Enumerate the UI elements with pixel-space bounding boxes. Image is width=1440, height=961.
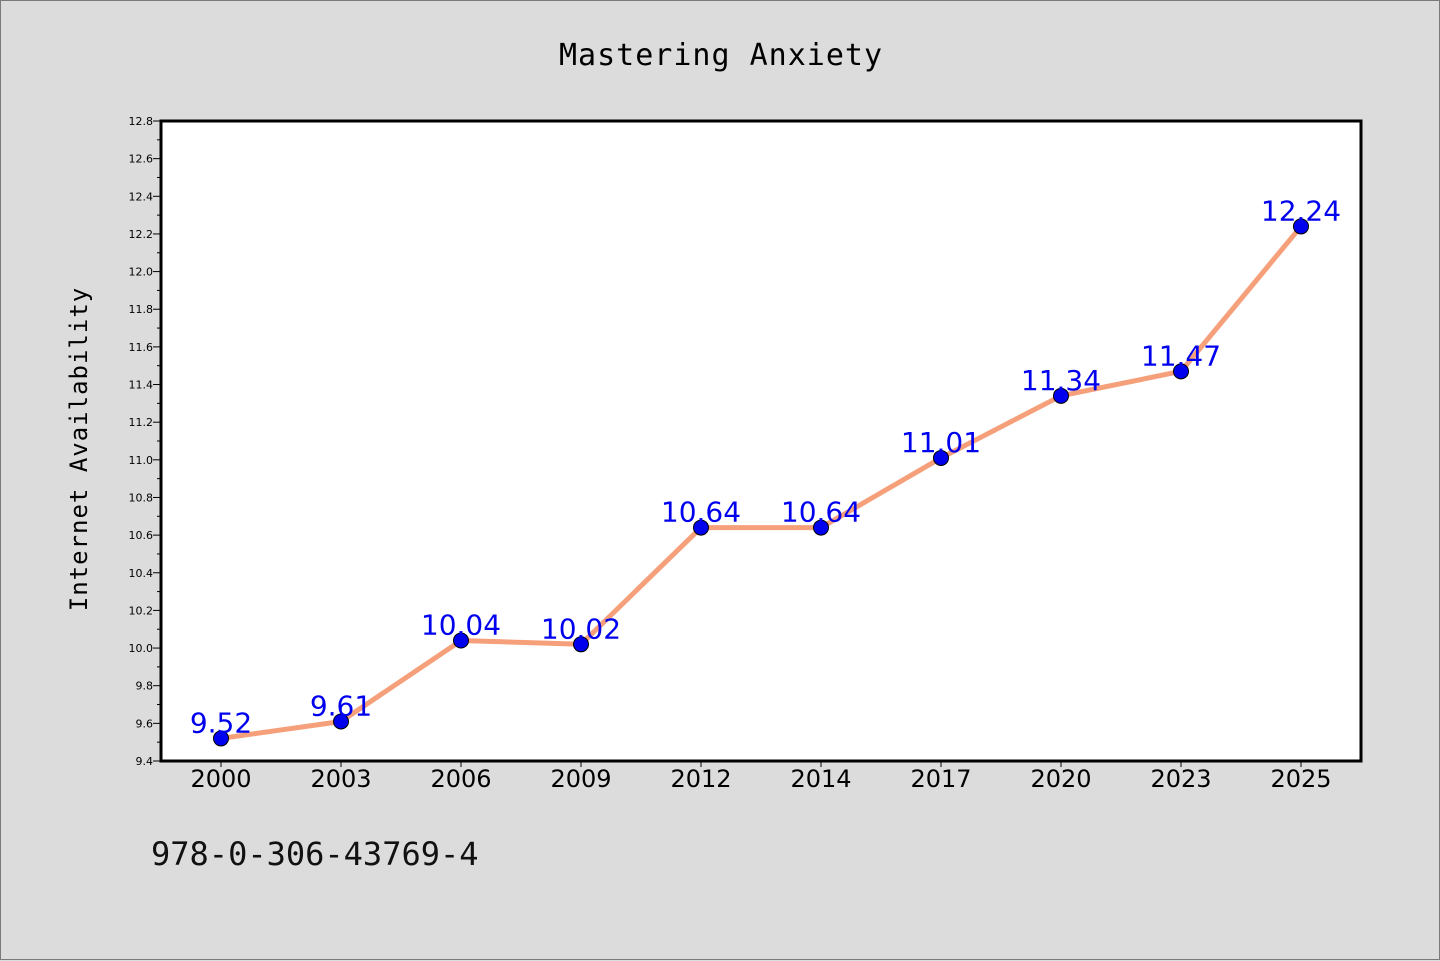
chart-title: Mastering Anxiety [559, 38, 883, 73]
y-tick-label: 11.8 [129, 303, 154, 316]
data-point [1293, 218, 1309, 235]
data-label: 11.34 [1021, 364, 1101, 397]
data-point [1173, 363, 1189, 380]
data-label: 11.47 [1141, 339, 1221, 372]
y-tick-label: 12.0 [129, 266, 154, 279]
plot-area [159, 119, 1363, 763]
y-tick-label: 11.4 [129, 379, 154, 392]
y-axis-label: Internet Availability [65, 287, 93, 611]
x-tick-label: 2017 [910, 765, 971, 793]
y-tick-label: 10.4 [129, 567, 154, 580]
data-label: 9.61 [310, 689, 372, 722]
x-tick-label: 2006 [430, 765, 491, 793]
series-line [218, 223, 1304, 741]
x-axis: 2000 2003 2006 2009 2012 2014 2017 2020 2023 2025 [190, 761, 1332, 793]
data-point [453, 632, 469, 649]
data-label: 11.01 [901, 426, 981, 459]
y-tick-label: 12.2 [129, 228, 154, 241]
series-group: 9.52 9.61 10.04 10.02 10.64 10.64 11.01 11.34 11… [190, 194, 1341, 747]
data-point [693, 519, 709, 536]
x-tick-label: 2000 [190, 765, 251, 793]
y-tick-label: 10.6 [129, 529, 154, 542]
x-tick-label: 2009 [550, 765, 611, 793]
y-tick-label: 10.2 [129, 604, 154, 617]
x-tick-label: 2020 [1030, 765, 1091, 793]
y-tick-label: 9.8 [136, 680, 154, 693]
y-tick-label: 12.8 [129, 115, 154, 128]
y-tick-label: 9.6 [136, 717, 154, 730]
x-tick-label: 2014 [790, 765, 851, 793]
data-point [1053, 387, 1069, 404]
y-tick-label: 11.2 [129, 416, 154, 429]
x-tick-label: 2012 [670, 765, 731, 793]
y-tick-label: 12.6 [129, 153, 154, 166]
data-label: 12.24 [1261, 194, 1341, 227]
y-tick-label: 12.4 [129, 190, 154, 203]
data-label: 9.52 [190, 706, 252, 739]
x-tick-label: 2025 [1270, 765, 1331, 793]
data-point [813, 519, 829, 536]
y-axis: 9.4 9.6 9.8 10.0 10.2 10.4 10.6 10.8 11.0 11.2 11.… [129, 115, 161, 768]
y-tick-label: 9.4 [136, 755, 154, 768]
y-tick-label: 11.0 [129, 454, 154, 467]
data-point [573, 636, 589, 653]
data-label: 10.64 [781, 496, 861, 529]
x-tick-label: 2003 [310, 765, 371, 793]
data-point [933, 449, 949, 466]
data-label: 10.64 [661, 496, 741, 529]
y-tick-label: 11.6 [129, 341, 154, 354]
data-point [213, 730, 229, 747]
data-point [333, 713, 349, 730]
footer-isbn: 978-0-306-43769-4 [151, 835, 479, 873]
y-tick-label: 10.8 [129, 491, 154, 504]
y-tick-label: 10.0 [129, 642, 154, 655]
data-label: 10.02 [541, 612, 621, 645]
x-tick-label: 2023 [1150, 765, 1211, 793]
data-label: 10.04 [421, 609, 501, 642]
